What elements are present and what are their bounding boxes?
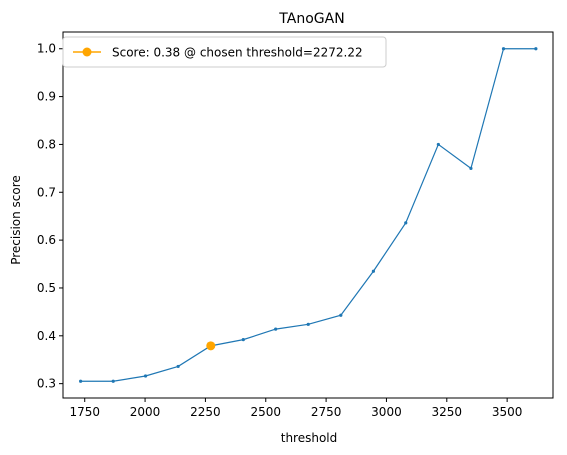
data-point (79, 379, 83, 383)
chart-title: TAnoGAN (278, 11, 344, 27)
x-tick-label: 2250 (190, 405, 221, 419)
data-point (241, 338, 245, 342)
legend-entry-label: Score: 0.38 @ chosen threshold=2272.22 (112, 46, 363, 60)
data-point (306, 322, 310, 326)
legend-marker-sample (82, 47, 92, 57)
x-tick-label: 2750 (311, 405, 342, 419)
data-point (274, 327, 278, 331)
x-tick-label: 1750 (69, 405, 100, 419)
x-axis-label: threshold (281, 431, 338, 445)
y-tick-label: 1.0 (37, 42, 56, 56)
data-point (469, 166, 473, 170)
data-point (534, 47, 538, 51)
data-point (371, 269, 376, 273)
data-point (404, 221, 408, 225)
y-tick-label: 0.8 (37, 137, 56, 151)
y-tick-label: 0.7 (37, 185, 56, 199)
data-point (111, 379, 115, 383)
plot-frame (62, 31, 554, 399)
data-point (436, 142, 440, 147)
x-tick-label: 3250 (432, 405, 463, 419)
chosen-threshold-marker (206, 341, 216, 351)
axes: 1750 2000 2250 2500 2750 3000 3250 3500 0.3 0.4 0.… (37, 31, 554, 419)
x-tick-label: 3000 (371, 405, 402, 419)
legend-frame (62, 36, 387, 68)
x-tick-label: 3500 (492, 405, 523, 419)
data-point (501, 47, 506, 51)
plot-area (79, 47, 538, 383)
x-tick-label: 2500 (250, 405, 281, 419)
y-axis-label: Precision score (9, 175, 23, 265)
y-tick-label: 0.9 (37, 90, 56, 104)
x-tick-label: 2000 (130, 405, 161, 419)
data-point (176, 364, 180, 369)
legend: Score: 0.38 @ chosen threshold=2272.22 (62, 36, 387, 68)
data-point (143, 374, 148, 378)
y-tick-label: 0.3 (37, 377, 56, 391)
series-line (80, 48, 536, 382)
y-tick-label: 0.4 (37, 329, 56, 343)
y-tick-label: 0.6 (37, 233, 56, 247)
y-tick-label: 0.5 (37, 281, 56, 295)
data-point (339, 313, 343, 317)
